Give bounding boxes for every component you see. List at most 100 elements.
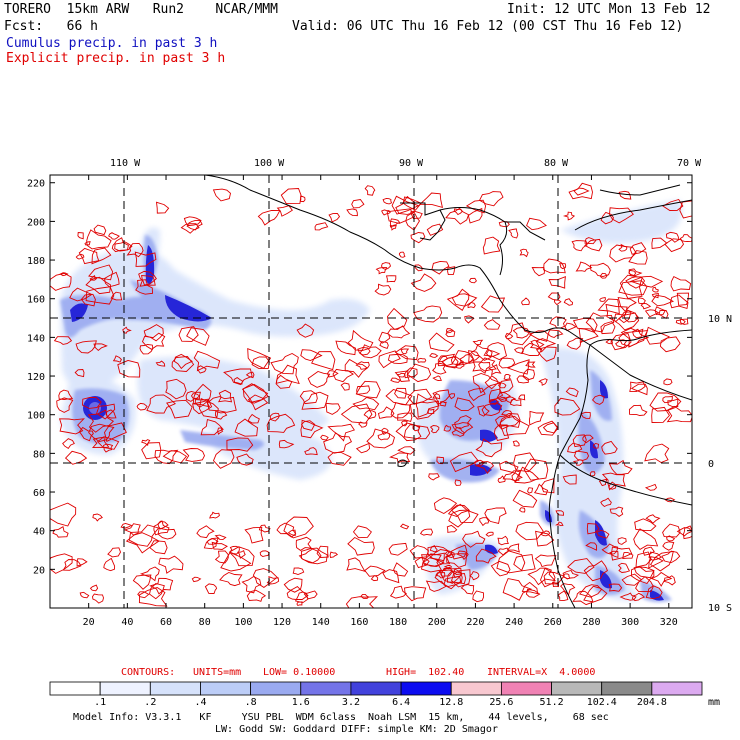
contour-line — [389, 218, 401, 228]
contour-line — [645, 514, 661, 524]
contour-line — [409, 400, 439, 420]
contour-line — [120, 523, 133, 529]
lat-label-10n: 10 N — [708, 314, 732, 325]
lon-label-90w: 90 W — [399, 158, 424, 169]
contour-line — [459, 353, 475, 364]
contour-line — [410, 232, 426, 244]
y-tick-label: 180 — [27, 256, 45, 267]
contour-line — [538, 378, 548, 386]
contour-line — [468, 277, 477, 284]
contour-line — [605, 303, 628, 322]
model-info-line1: Model Info: V3.3.1 KF YSU PBL WDM 6class… — [73, 712, 609, 723]
contour-line — [211, 541, 229, 550]
contour-line — [58, 418, 85, 435]
x-tick-label: 300 — [621, 617, 639, 628]
contour-line — [393, 562, 409, 577]
contours-high: HIGH= 102.40 — [386, 667, 465, 678]
contour-line — [323, 432, 352, 454]
contour-line — [200, 419, 224, 436]
contour-line — [276, 522, 297, 538]
contour-line — [377, 406, 395, 419]
contours-low: LOW= 0.10000 — [263, 667, 336, 678]
contour-line — [429, 425, 440, 434]
colorbar-swatch — [551, 681, 603, 696]
contour-line — [451, 350, 474, 366]
contour-line — [280, 188, 302, 205]
contour-line — [346, 208, 358, 217]
contour-line — [228, 546, 255, 567]
contour-line — [601, 543, 619, 555]
contour-line — [526, 217, 547, 231]
contour-line — [135, 279, 153, 295]
contour-line — [443, 575, 462, 590]
contour-line — [278, 439, 295, 449]
contour-line — [165, 378, 187, 400]
contour-line — [299, 195, 306, 203]
contour-line — [499, 415, 530, 436]
contour-line — [388, 542, 408, 556]
contour-line — [141, 442, 162, 460]
contour-line — [52, 526, 69, 538]
contour-line — [91, 247, 112, 265]
contour-line — [662, 541, 675, 551]
contour-line — [617, 562, 631, 573]
contour-line — [432, 392, 441, 400]
contour-line — [585, 312, 615, 333]
contour-line — [543, 258, 566, 274]
contour-line — [665, 231, 680, 243]
contour-line — [497, 535, 509, 546]
x-tick-label: 140 — [312, 617, 330, 628]
contour-line — [527, 567, 557, 586]
colorbar-swatch — [149, 681, 201, 696]
contour-line — [89, 584, 99, 592]
x-tick-label: 220 — [466, 617, 484, 628]
contour-line — [404, 367, 418, 379]
colorbar-swatch — [49, 681, 101, 696]
contour-line — [479, 191, 504, 207]
contour-line — [573, 450, 589, 461]
contour-line — [394, 345, 419, 361]
contour-line — [579, 584, 603, 598]
contours-units: UNITS=mm — [193, 667, 242, 678]
contour-line — [183, 216, 202, 227]
contour-line — [397, 412, 413, 422]
model-title: TORERO 15km ARW Run2 NCAR/MMM — [4, 2, 278, 17]
contour-line — [108, 232, 120, 240]
contour-line — [296, 323, 315, 338]
contour-line — [234, 418, 258, 437]
contour-line — [648, 556, 664, 569]
contour-line — [644, 483, 658, 491]
contour-line — [398, 251, 406, 258]
contour-line — [429, 545, 438, 553]
contour-line — [93, 224, 107, 236]
contour-line — [104, 422, 127, 442]
contour-line — [584, 238, 603, 252]
contour-line — [182, 448, 205, 462]
contour-line — [149, 577, 174, 595]
contour-line — [360, 593, 370, 599]
contour-line — [512, 326, 531, 339]
contour-line — [157, 520, 169, 530]
contour-line — [270, 352, 299, 375]
contour-line — [451, 293, 478, 307]
contour-line — [304, 447, 318, 456]
contour-line — [241, 575, 262, 594]
contour-line — [382, 569, 400, 584]
contour-line — [496, 550, 526, 574]
lon-label-110w: 110 W — [110, 158, 141, 169]
contour-line — [345, 596, 379, 608]
contour-line — [601, 472, 626, 491]
contour-line — [535, 530, 555, 547]
contour-line — [506, 359, 530, 375]
contour-line — [292, 567, 305, 575]
y-tick-label: 80 — [33, 449, 45, 460]
contour-line — [447, 570, 467, 585]
contour-line — [446, 553, 468, 568]
contour-line — [245, 371, 255, 379]
contour-line — [157, 527, 177, 540]
contour-line — [320, 434, 329, 441]
contour-line — [158, 555, 184, 574]
contour-line — [481, 402, 503, 416]
contour-line — [557, 590, 569, 602]
contour-line — [96, 403, 116, 420]
